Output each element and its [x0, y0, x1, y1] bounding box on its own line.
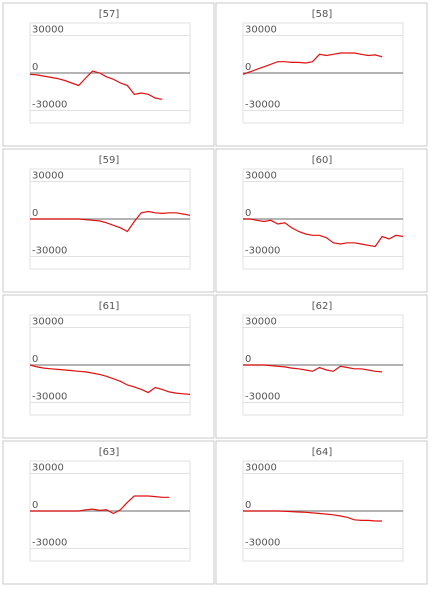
data-line	[29, 70, 163, 100]
y-tick-label: 0	[245, 208, 251, 219]
y-tick-label: -30000	[245, 246, 280, 257]
y-tick-label: 30000	[32, 317, 64, 328]
y-tick-label: 0	[32, 208, 38, 219]
data-line	[243, 510, 383, 522]
chart-title: [59]	[99, 155, 120, 166]
y-tick-label: 0	[245, 500, 251, 511]
y-tick-label: -30000	[32, 100, 67, 111]
y-tick-label: 0	[32, 354, 38, 365]
y-tick-label: 30000	[32, 463, 64, 474]
chart-cell	[2, 148, 215, 293]
chart-title: [64]	[312, 447, 333, 458]
chart-cell	[215, 2, 428, 147]
y-tick-label: -30000	[245, 392, 280, 403]
chart-cell	[215, 294, 428, 439]
y-tick-label: -30000	[32, 246, 67, 257]
y-tick-label: 30000	[245, 25, 277, 36]
data-line	[29, 364, 191, 395]
y-tick-label: -30000	[245, 538, 280, 549]
chart-cell	[2, 440, 215, 585]
y-tick-label: 30000	[245, 171, 277, 182]
y-tick-label: 0	[32, 500, 38, 511]
y-tick-label: 0	[32, 62, 38, 73]
y-tick-label: -30000	[245, 100, 280, 111]
chart-title: [58]	[312, 9, 333, 20]
data-line	[242, 52, 383, 75]
data-line	[30, 210, 191, 233]
y-tick-label: 30000	[32, 25, 64, 36]
chart-title: [60]	[312, 155, 333, 166]
y-tick-label: -30000	[32, 392, 67, 403]
chart-title: [62]	[312, 301, 333, 312]
data-line	[243, 364, 383, 373]
y-tick-label: 30000	[245, 463, 277, 474]
y-tick-label: 30000	[245, 317, 277, 328]
y-tick-label: 0	[245, 62, 251, 73]
chart-cell	[215, 148, 428, 293]
chart-cell	[215, 440, 428, 585]
chart-title: [63]	[99, 447, 120, 458]
chart-title: [57]	[99, 9, 120, 20]
y-tick-label: -30000	[32, 538, 67, 549]
chart-title: [61]	[99, 301, 120, 312]
y-tick-label: 30000	[32, 171, 64, 182]
y-tick-label: 0	[245, 354, 251, 365]
data-line	[243, 218, 404, 248]
data-line	[30, 495, 170, 515]
